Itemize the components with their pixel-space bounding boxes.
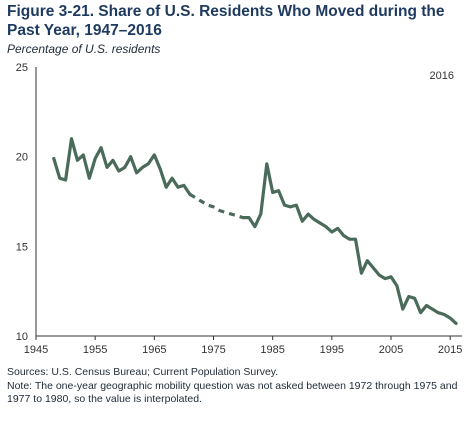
chart-notes: Sources: U.S. Census Bureau; Current Pop… bbox=[7, 366, 469, 407]
chart-subtitle: Percentage of U.S. residents bbox=[7, 42, 161, 56]
y-tick-label: 15 bbox=[16, 241, 28, 253]
series-line-interpolated bbox=[188, 192, 244, 220]
sources-text: Sources: U.S. Census Bureau; Current Pop… bbox=[7, 366, 279, 378]
x-tick-label: 1955 bbox=[83, 344, 107, 356]
annotation-label: 2016 bbox=[430, 70, 454, 82]
x-tick-label: 1985 bbox=[260, 344, 284, 356]
x-tick-label: 2005 bbox=[379, 344, 403, 356]
x-tick-label: 1965 bbox=[142, 344, 166, 356]
x-tick-label: 1945 bbox=[24, 344, 48, 356]
x-tick-label: 2015 bbox=[438, 344, 462, 356]
y-tick-label: 25 bbox=[16, 62, 28, 74]
y-tick-label: 20 bbox=[16, 152, 28, 164]
x-tick-label: 1975 bbox=[201, 344, 225, 356]
series-line-segment bbox=[52, 137, 192, 196]
note-text: Note: The one-year geographic mobility q… bbox=[7, 379, 458, 406]
x-tick-label: 1995 bbox=[320, 344, 344, 356]
y-tick-label: 10 bbox=[16, 331, 28, 343]
chart-title: Figure 3-21. Share of U.S. Residents Who… bbox=[7, 3, 445, 39]
series-line-segment bbox=[241, 162, 458, 325]
